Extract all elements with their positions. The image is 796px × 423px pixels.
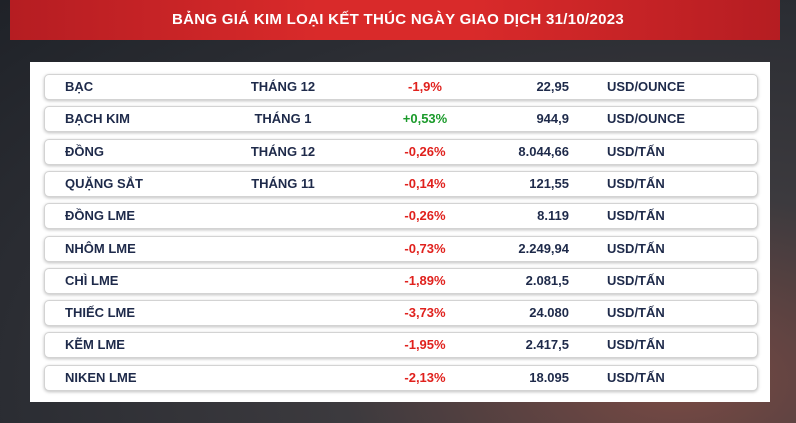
change-cell: -0,73%: [404, 240, 446, 256]
table-row: QUẶNG SẮT THÁNG 11 -0,14% 121,55 USD/TẤN: [44, 170, 758, 197]
change-cell: -1,9%: [408, 79, 442, 94]
table-row: BẠC THÁNG 12 -1,9% 22,95 USD/OUNCE: [44, 74, 758, 100]
change-cell: -1,95%: [404, 337, 446, 353]
change-cell: -3,73%: [404, 305, 446, 321]
unit-cell: USD/TẤN: [607, 208, 665, 224]
price-cell: 121,55: [529, 175, 569, 191]
change-cell: -2,13%: [404, 369, 446, 385]
unit-cell: USD/TẤN: [607, 305, 665, 321]
title: BẢNG GIÁ KIM LOẠI KẾT THÚC NGÀY GIAO DỊC…: [171, 11, 625, 28]
table-row: BẠCH KIM THÁNG 1 +0,53% 944,9 USD/OUNCE: [44, 106, 758, 133]
change-cell: -0,26%: [404, 208, 446, 224]
name-cell: THIẾC LME: [65, 305, 136, 321]
price-cell: 2.417,5: [525, 337, 569, 353]
header-band: [10, 0, 780, 40]
name-cell: BẠC: [65, 79, 94, 94]
price-cell: 22,95: [536, 79, 569, 94]
price-cell: 2.249,94: [518, 240, 569, 256]
unit-cell: USD/TẤN: [607, 337, 665, 353]
unit-cell: USD/TẤN: [607, 272, 665, 288]
unit-cell: USD/TẤN: [607, 369, 665, 385]
table-row: THIẾC LME -3,73% 24.080 USD/TẤN: [44, 300, 758, 327]
change-cell: -1,89%: [404, 272, 446, 288]
name-cell: ĐỒNG: [65, 143, 104, 159]
change-cell: -0,26%: [404, 143, 446, 159]
price-cell: 24.080: [529, 305, 569, 321]
table-row: ĐỒNG LME -0,26% 8.119 USD/TẤN: [44, 203, 758, 230]
unit-cell: USD/OUNCE: [607, 111, 686, 127]
unit-cell: USD/TẤN: [607, 143, 665, 159]
name-cell: CHÌ LME: [65, 272, 119, 288]
table-panel: BẠC THÁNG 12 -1,9% 22,95 USD/OUNCE BẠCH KIM TH…: [30, 62, 770, 402]
month-cell: THÁNG 12: [250, 79, 316, 94]
table-row: NHÔM LME -0,73% 2.249,94 USD/TẤN: [44, 235, 758, 262]
change-cell: +0,53%: [402, 111, 448, 127]
name-cell: QUẶNG SẮT: [65, 175, 143, 191]
month-cell: THÁNG 11: [251, 175, 315, 191]
name-cell: NHÔM LME: [65, 240, 136, 256]
unit-cell: USD/OUNCE: [607, 79, 686, 94]
table-row: NIKEN LME -2,13% 18.095 USD/TẤN: [44, 364, 758, 391]
name-cell: BẠCH KIM: [65, 111, 130, 127]
price-cell: 18.095: [529, 369, 569, 385]
price-cell: 8.044,66: [518, 143, 569, 159]
unit-cell: USD/TẤN: [607, 175, 665, 191]
name-cell: KẼM LME: [65, 337, 125, 353]
table-row: ĐỒNG THÁNG 12 -0,26% 8.044,66 USD/TẤN: [44, 138, 758, 165]
month-cell: THÁNG 1: [254, 111, 312, 127]
change-cell: -0,14%: [404, 175, 446, 191]
unit-cell: USD/TẤN: [607, 240, 665, 256]
month-cell: THÁNG 12: [250, 143, 316, 159]
name-cell: NIKEN LME: [65, 369, 137, 385]
table-row: KẼM LME -1,95% 2.417,5 USD/TẤN: [44, 332, 758, 359]
table-row: CHÌ LME -1,89% 2.081,5 USD/TẤN: [44, 267, 758, 294]
price-cell: 944,9: [536, 111, 569, 127]
price-cell: 2.081,5: [525, 272, 569, 288]
name-cell: ĐỒNG LME: [65, 208, 136, 224]
price-cell: 8.119: [537, 208, 569, 224]
